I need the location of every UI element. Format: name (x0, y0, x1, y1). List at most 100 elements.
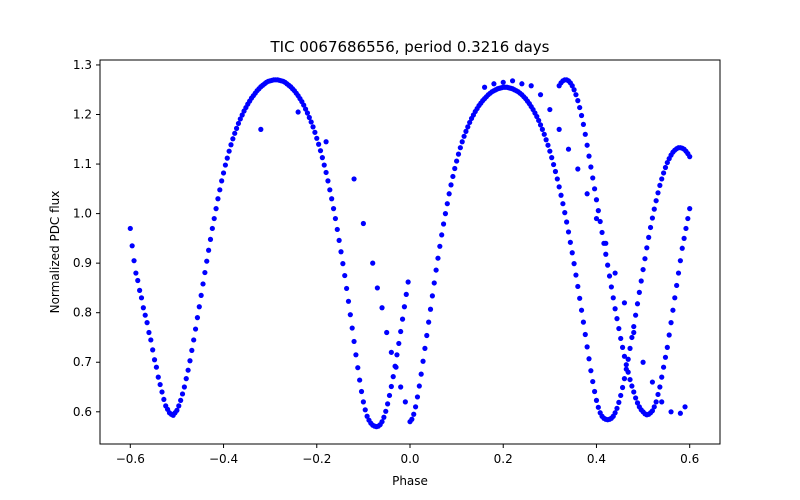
data-point (605, 262, 611, 268)
data-point (379, 305, 385, 311)
data-point (437, 243, 443, 249)
data-point (625, 369, 631, 375)
data-point (429, 293, 435, 299)
data-point (358, 388, 365, 395)
data-point (554, 176, 560, 182)
data-point (674, 282, 680, 289)
data-point (595, 404, 601, 410)
data-point (144, 320, 150, 326)
data-point (433, 267, 439, 273)
data-point (565, 146, 572, 152)
data-point (230, 136, 236, 142)
data-point (385, 401, 391, 407)
data-point (258, 126, 264, 132)
data-point (590, 175, 596, 181)
data-point (220, 170, 227, 176)
data-point (465, 124, 471, 130)
data-point (353, 352, 359, 358)
data-point (608, 284, 614, 290)
data-point (619, 384, 626, 391)
data-point (618, 392, 624, 399)
data-point (672, 295, 678, 301)
data-point (396, 340, 402, 347)
data-point (593, 215, 600, 222)
data-point (418, 371, 424, 377)
data-point (584, 142, 590, 148)
data-point (345, 298, 352, 304)
data-point (584, 344, 590, 350)
data-point (618, 335, 624, 342)
data-point (573, 272, 579, 278)
data-point (537, 92, 544, 98)
data-point (452, 165, 458, 172)
data-point (642, 256, 648, 262)
data-point (683, 225, 689, 232)
data-point (330, 206, 337, 212)
data-point (614, 316, 620, 322)
data-point (416, 383, 422, 389)
data-point (146, 329, 152, 336)
data-point (393, 364, 399, 370)
data-point (623, 362, 629, 368)
data-point (450, 173, 456, 180)
data-point (592, 186, 598, 192)
data-point (675, 270, 682, 276)
data-point (597, 218, 603, 225)
data-point (664, 159, 670, 166)
data-point (239, 112, 245, 118)
data-point (209, 225, 215, 232)
data-point (687, 206, 693, 212)
data-point (577, 104, 583, 111)
data-point (454, 158, 460, 164)
y-axis-ticks: 0.6 0.7 0.8 0.9 1.0 1.1 1.2 1.3 (73, 58, 100, 419)
data-point (636, 289, 642, 295)
data-point (539, 126, 545, 132)
data-point (381, 414, 387, 420)
data-point (657, 182, 663, 188)
data-point (355, 365, 361, 371)
data-point (662, 164, 669, 171)
data-point (211, 215, 217, 222)
data-point (155, 374, 161, 380)
data-point (679, 245, 685, 251)
data-point (319, 155, 325, 161)
data-point (148, 337, 154, 343)
data-point (619, 344, 626, 350)
data-point (556, 184, 562, 190)
data-point (222, 162, 228, 168)
data-point (140, 305, 146, 311)
data-point (562, 210, 568, 216)
data-point (192, 326, 199, 332)
scatter-points (127, 77, 693, 430)
x-tick-label: 0.2 (494, 452, 513, 466)
data-point (612, 306, 618, 312)
data-point (202, 269, 208, 276)
data-point (631, 323, 637, 330)
data-point (633, 395, 639, 401)
data-point (653, 198, 659, 204)
data-point (651, 206, 657, 212)
data-point (666, 332, 672, 338)
data-point (157, 381, 163, 388)
data-point (575, 283, 581, 290)
data-point (528, 83, 534, 89)
data-point (398, 328, 404, 335)
data-point (588, 164, 594, 170)
data-point (653, 399, 659, 405)
y-tick-label: 0.9 (73, 256, 92, 270)
data-point (405, 279, 411, 285)
data-point (634, 400, 641, 406)
x-tick-label: 0.6 (680, 452, 699, 466)
data-point (215, 196, 221, 202)
data-point (625, 356, 631, 362)
chart-title: TIC 0067686556, period 0.3216 days (269, 38, 549, 56)
data-point (592, 388, 598, 395)
data-point (584, 191, 590, 197)
data-point (649, 215, 656, 221)
data-point (571, 261, 577, 267)
data-point (321, 162, 327, 168)
data-point (612, 410, 618, 416)
data-point (547, 106, 553, 113)
y-tick-label: 1.3 (73, 58, 92, 72)
